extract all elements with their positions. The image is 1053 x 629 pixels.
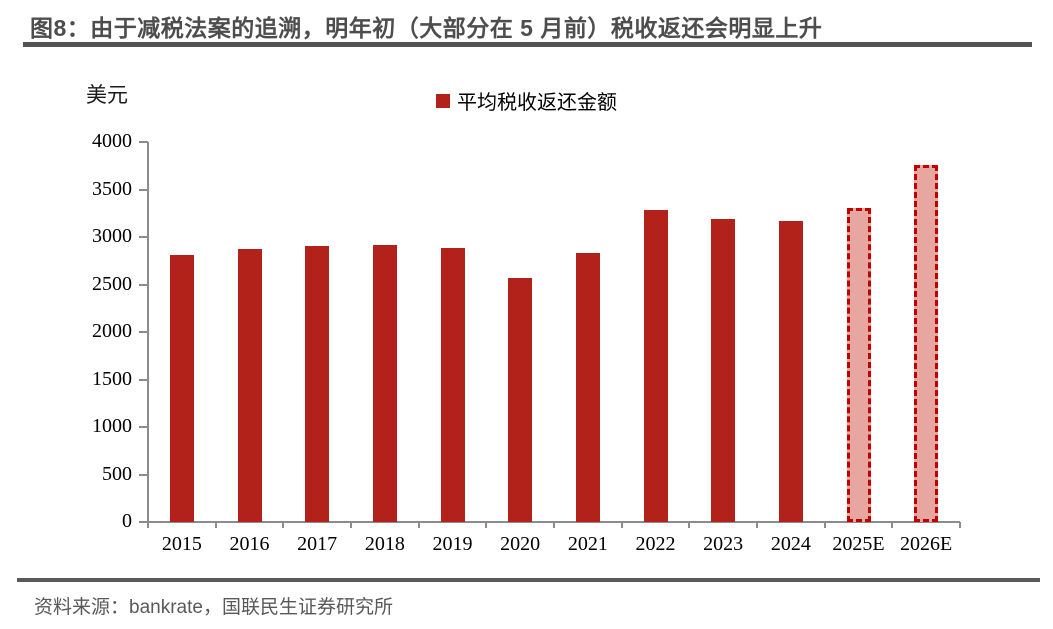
- y-axis-tick-label: 0: [122, 510, 132, 532]
- footer-divider: [17, 578, 1040, 582]
- x-axis-tick: [553, 522, 555, 528]
- x-axis-tick: [823, 522, 826, 528]
- x-axis-tick: [485, 522, 488, 528]
- y-axis-tick: [139, 188, 148, 191]
- x-axis-tick: [282, 522, 285, 528]
- x-axis-tick: [417, 522, 420, 528]
- x-axis-label-2016: 2016: [229, 533, 270, 555]
- x-axis-label-2018: 2018: [364, 533, 405, 555]
- x-axis-label-2015: 2015: [161, 533, 202, 555]
- y-axis-tick: [139, 331, 148, 333]
- x-axis-label-2021: 2021: [567, 533, 608, 555]
- legend-label: 平均税收返还金额: [457, 92, 617, 114]
- x-axis-tick: [147, 522, 149, 528]
- y-axis-tick-label: 2500: [92, 272, 132, 295]
- x-axis-tick: [350, 522, 352, 528]
- y-axis-tick: [139, 236, 148, 238]
- bar-2023: [711, 219, 736, 522]
- y-axis-tick-label: 4000: [92, 130, 132, 152]
- figure-title: 图8：由于减税法案的追溯，明年初（大部分在 5 月前）税收返还会明显上升: [30, 15, 823, 41]
- plot-area: 0 500 1000 1500 2000 2500 3000 3500 4000 2015 2016…: [92, 130, 961, 555]
- y-axis-tick: [139, 521, 148, 523]
- y-axis-unit-label: 美元: [86, 83, 128, 107]
- x-axis-label-2017: 2017: [297, 533, 338, 555]
- y-axis-tick-label: 1000: [92, 415, 132, 437]
- y-axis-tick-label: 1500: [92, 367, 132, 390]
- y-axis-tick: [139, 426, 148, 428]
- y-axis-tick: [139, 473, 148, 476]
- source-note: 资料来源：bankrate，国联民生证券研究所: [34, 597, 393, 618]
- y-axis-tick-label: 2000: [92, 320, 132, 342]
- x-axis-label-2022: 2022: [635, 533, 676, 555]
- bar-2025E: [846, 208, 871, 522]
- x-axis-tick: [756, 522, 758, 528]
- bar-2022: [643, 210, 668, 522]
- x-axis-label-2025E: 2025E: [832, 533, 885, 555]
- bar-2026E: [914, 165, 939, 522]
- legend-swatch-icon: [436, 93, 450, 108]
- bar-2017: [305, 246, 330, 522]
- x-axis-tick: [620, 522, 623, 528]
- x-axis-label-2019: 2019: [432, 533, 473, 555]
- x-axis-tick: [891, 522, 894, 528]
- x-axis-label-2023: 2023: [703, 533, 744, 555]
- y-axis-tick-label: 3000: [92, 225, 132, 247]
- bar-2024: [778, 221, 803, 522]
- title-underline: [23, 42, 1032, 47]
- bar-2021: [575, 253, 600, 522]
- bar-2016: [237, 249, 262, 522]
- y-axis-line: [147, 142, 149, 522]
- bar-2018: [372, 245, 397, 522]
- bar-2020: [508, 278, 533, 522]
- bar-2015: [169, 255, 194, 522]
- y-axis-tick-label: 3500: [92, 177, 132, 200]
- y-axis-tick: [139, 378, 148, 381]
- chart-legend: 平均税收返还金额: [0, 86, 1053, 115]
- y-axis-tick: [139, 283, 148, 286]
- bar-2019: [440, 248, 465, 522]
- y-axis-tick: [139, 141, 148, 143]
- x-axis-label-2020: 2020: [500, 533, 541, 555]
- y-axis-tick-label: 500: [102, 462, 132, 485]
- x-axis-tick: [959, 522, 961, 528]
- x-axis-tick: [214, 522, 217, 528]
- x-axis-label-2026E: 2026E: [900, 533, 953, 555]
- x-axis-label-2024: 2024: [770, 533, 811, 555]
- x-axis-tick: [688, 522, 691, 528]
